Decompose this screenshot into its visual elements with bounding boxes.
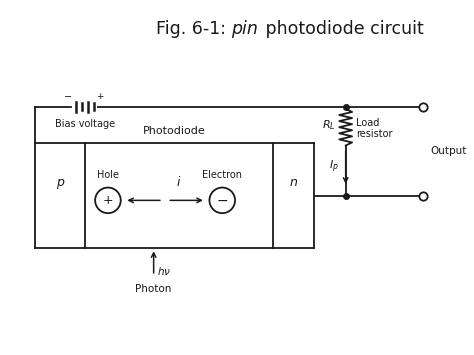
Text: Load: Load [356, 118, 379, 128]
Text: −: − [64, 92, 72, 102]
Text: Photodiode: Photodiode [143, 126, 206, 136]
Text: Hole: Hole [97, 170, 119, 180]
Text: $I_p$: $I_p$ [329, 159, 339, 175]
Text: photodiode circuit: photodiode circuit [260, 20, 423, 38]
Text: Fig. 6-1:: Fig. 6-1: [156, 20, 231, 38]
Text: Bias voltage: Bias voltage [55, 119, 115, 130]
Text: pin: pin [231, 20, 258, 38]
Text: +: + [97, 92, 104, 101]
Text: $R_L$: $R_L$ [322, 118, 336, 132]
Text: Electron: Electron [202, 170, 242, 180]
Text: resistor: resistor [356, 129, 392, 138]
Text: $h\nu$: $h\nu$ [157, 265, 172, 277]
Text: +: + [103, 194, 113, 207]
Text: Output: Output [430, 146, 466, 156]
Text: p: p [56, 176, 64, 189]
Text: n: n [289, 176, 297, 189]
Text: i: i [177, 176, 181, 189]
Text: −: − [217, 193, 228, 207]
Text: Photon: Photon [136, 284, 172, 294]
